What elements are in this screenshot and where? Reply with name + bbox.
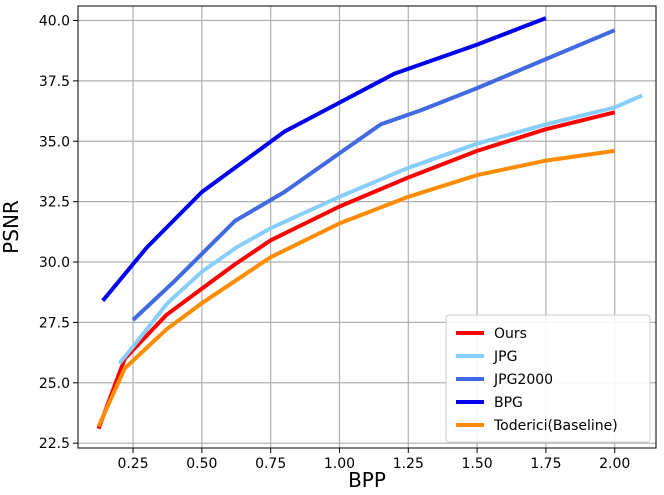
- series-line-jpg: [117, 93, 643, 365]
- y-tick-label: 32.5: [39, 195, 70, 211]
- x-tick-label: 1.50: [462, 456, 493, 472]
- legend-label: JPG2000: [493, 372, 553, 388]
- legend: Ours JPG JPG2000 BPG Toderici(Baseline): [445, 314, 651, 443]
- legend-label: BPG: [494, 395, 523, 411]
- x-tick-label: 1.25: [393, 456, 424, 472]
- x-tick-label: 1.00: [324, 456, 355, 472]
- plot-frame: [77, 5, 657, 449]
- x-tick-label: 0.50: [186, 456, 217, 472]
- y-tick-label: 37.5: [39, 74, 70, 90]
- series-line-jpg2000: [131, 28, 616, 322]
- legend-label: Toderici(Baseline): [493, 418, 618, 434]
- legend-label: Ours: [494, 326, 527, 342]
- y-tick-label: 22.5: [39, 436, 70, 452]
- series-line-bpg: [101, 16, 547, 302]
- x-axis-label: BPP: [348, 468, 386, 492]
- axis-ticks: 0.25 0.50 0.75 1.00 1.25 1.50 1.75 2.00 22.5 25.0…: [39, 13, 630, 472]
- x-tick-label: 0.25: [117, 456, 148, 472]
- y-tick-label: 30.0: [39, 255, 70, 271]
- series-line-ours: [96, 110, 616, 430]
- y-tick-label: 27.5: [39, 315, 70, 331]
- series-line-toderici-baseline: [96, 148, 615, 428]
- y-tick-label: 40.0: [39, 13, 70, 29]
- series-lines: [96, 16, 643, 430]
- y-axis-label: PSNR: [0, 200, 23, 254]
- legend-label: JPG: [493, 349, 517, 365]
- y-tick-label: 35.0: [39, 134, 70, 150]
- y-tick-label: 25.0: [39, 376, 70, 392]
- x-tick-label: 0.75: [255, 456, 286, 472]
- x-tick-label: 2.00: [599, 456, 630, 472]
- legend-box: [445, 314, 651, 443]
- x-tick-label: 1.75: [530, 456, 561, 472]
